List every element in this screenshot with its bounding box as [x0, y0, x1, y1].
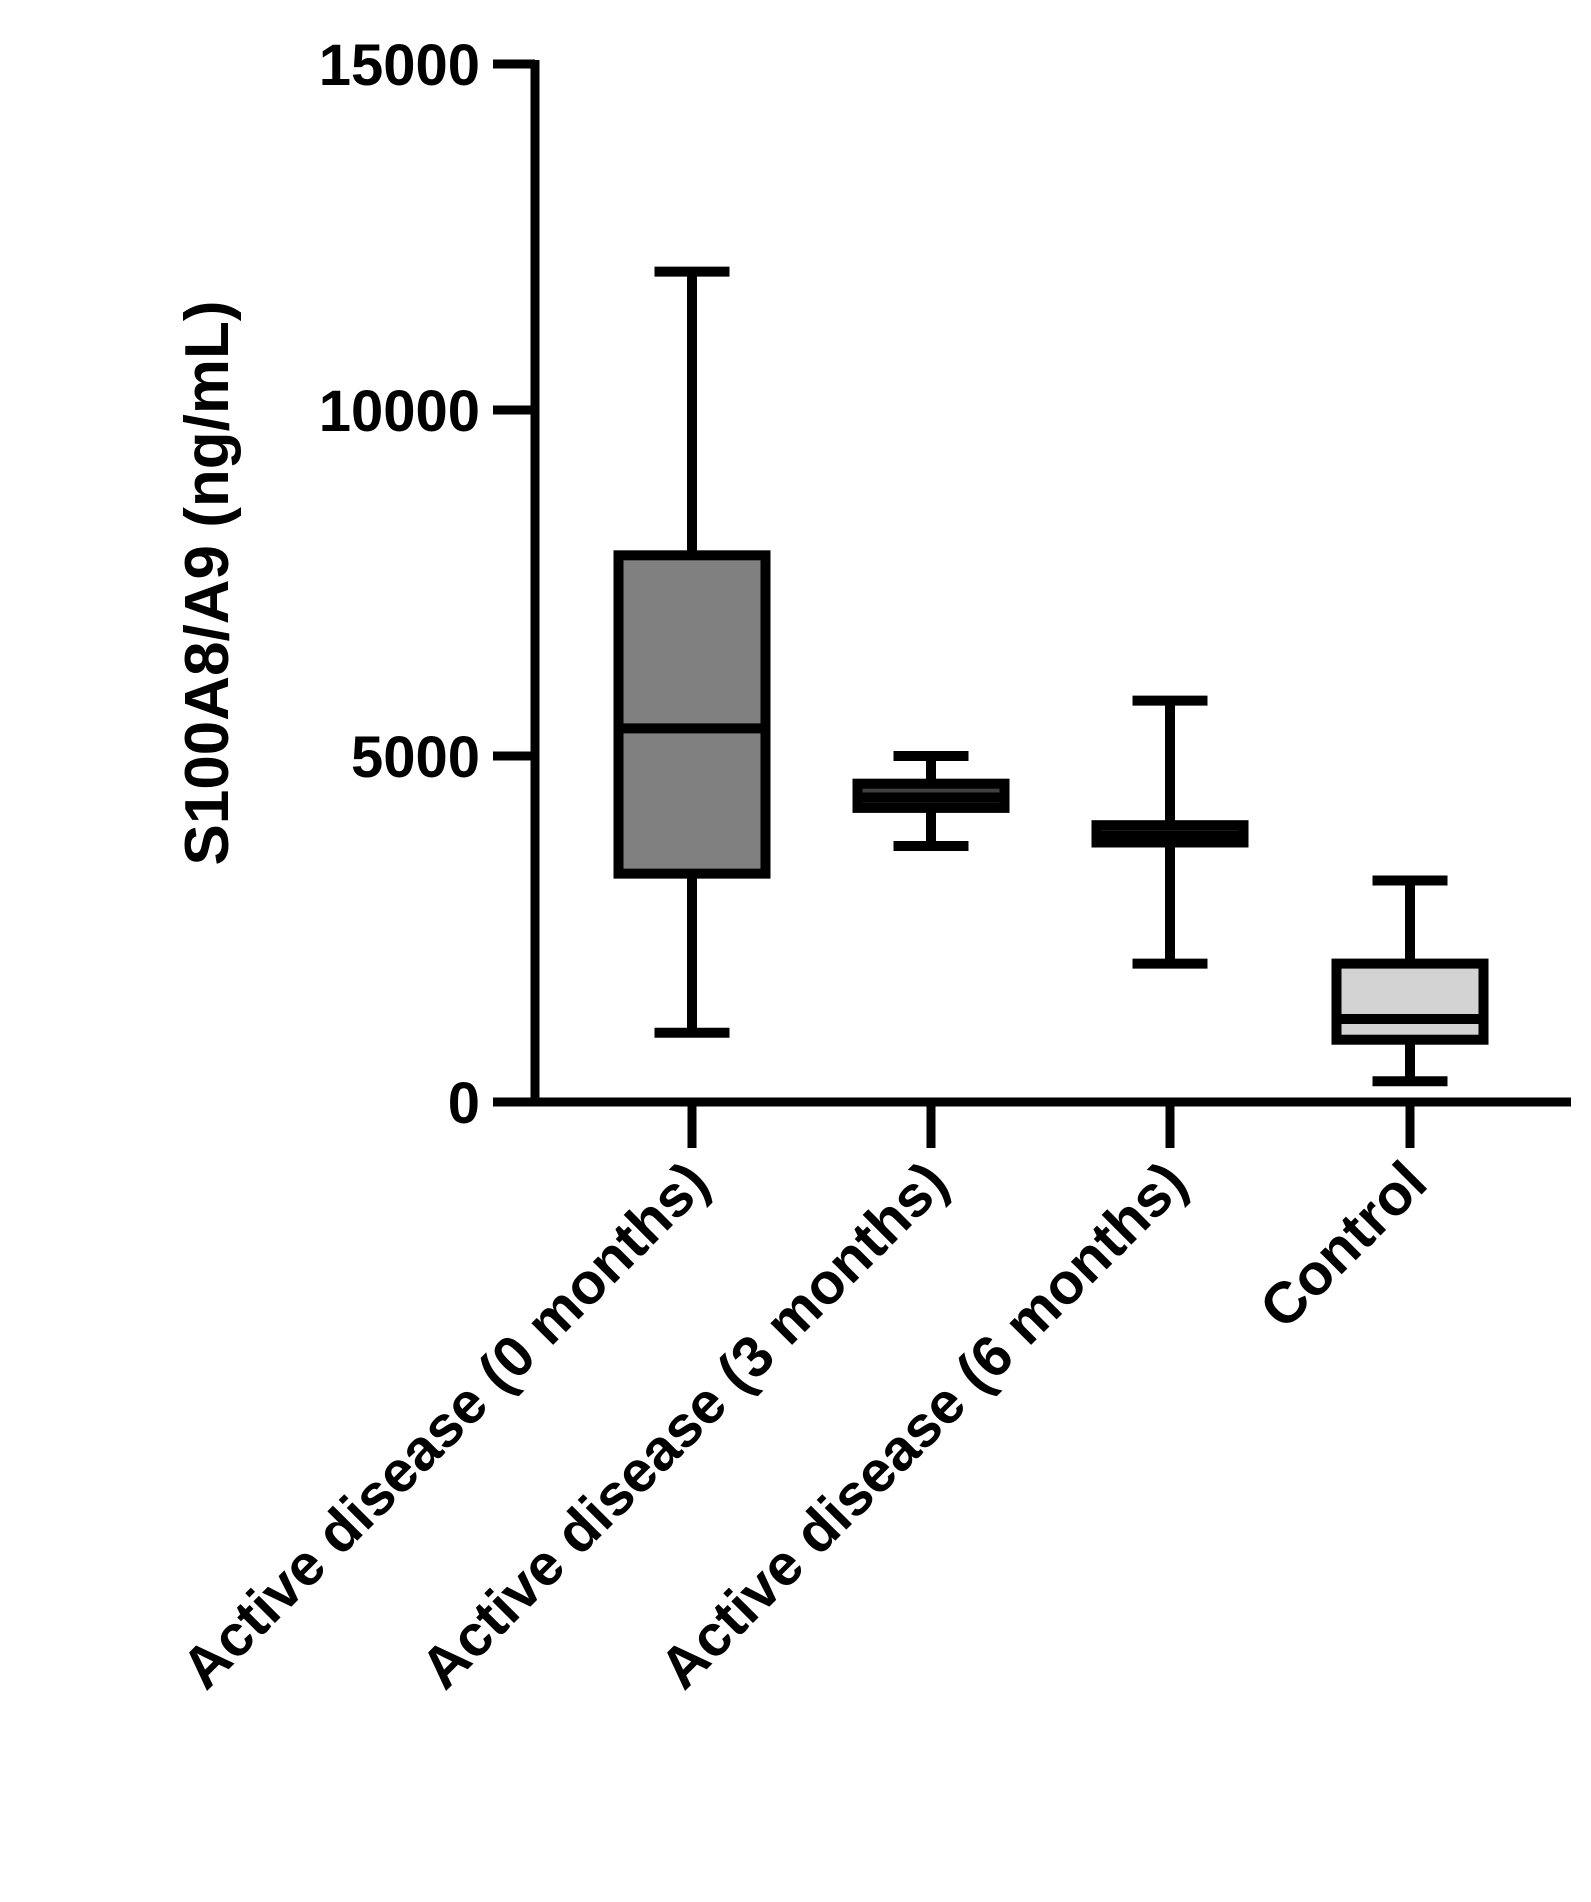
y-tick-label: 0: [448, 1071, 480, 1136]
iqr-box: [613, 550, 771, 879]
y-axis: 0 5000 10000 15000: [319, 33, 540, 1136]
box-2: [852, 751, 1010, 851]
y-tick-label: 15000: [319, 33, 480, 98]
x-tick-label: Control: [1247, 1149, 1439, 1341]
box-3: [1091, 695, 1249, 969]
iqr-box: [1331, 958, 1489, 1045]
x-ticks: Active disease (0 months)Active disease …: [169, 1102, 1439, 1701]
x-axis: Active disease (0 months)Active disease …: [169, 1097, 1571, 1701]
y-ticks: 0 5000 10000 15000: [319, 33, 535, 1136]
box-4: [1331, 875, 1489, 1087]
y-tick-label: 10000: [319, 379, 480, 444]
box-1: [613, 266, 771, 1038]
y-tick-label: 5000: [351, 725, 480, 790]
boxes: [613, 266, 1489, 1087]
y-axis-title: S100A8/A9 (ng/mL): [173, 300, 242, 865]
